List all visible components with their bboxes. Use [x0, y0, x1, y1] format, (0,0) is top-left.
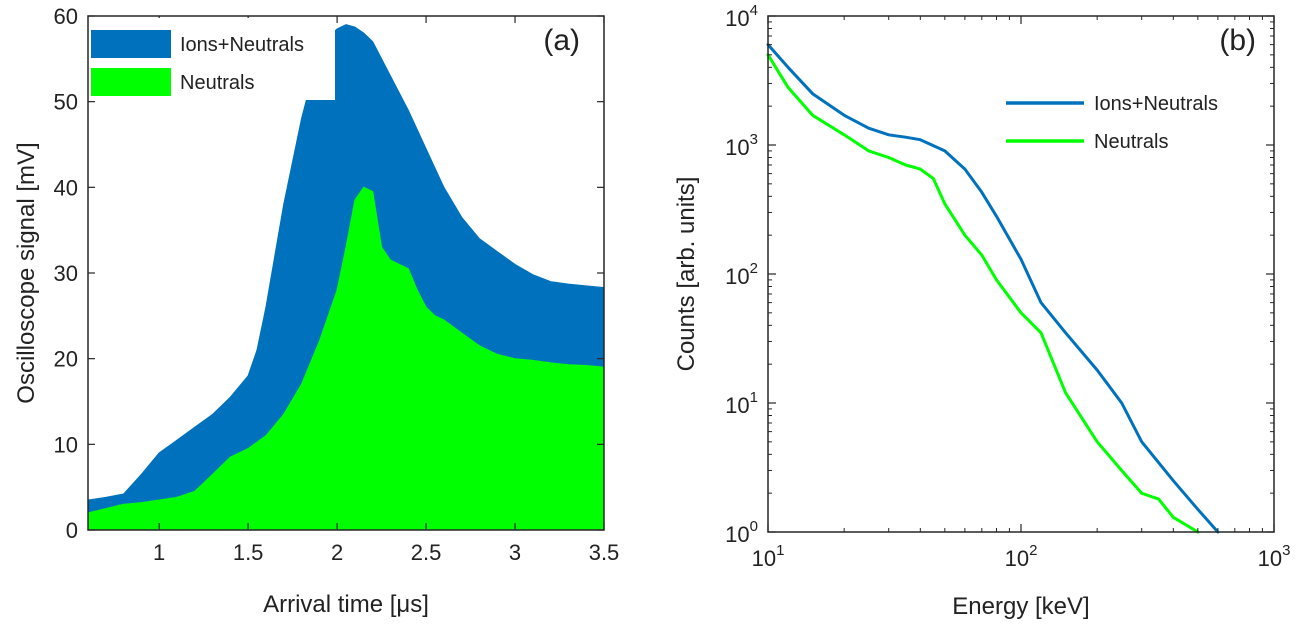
- panel-a-y-tick-label: 60: [54, 4, 78, 29]
- panel-a-legend: Ions+Neutrals Neutrals: [90, 18, 335, 100]
- panel-b-y-tick-label: 103: [725, 131, 758, 160]
- panel-a-y-tick-label: 10: [54, 432, 78, 457]
- panel-a-x-tick-label: 2: [331, 540, 343, 565]
- panel-a-y-tick-label: 30: [54, 261, 78, 286]
- panel-a-x-tick-label: 1.5: [233, 540, 264, 565]
- panel-a-x-tick-label: 3.5: [589, 540, 620, 565]
- panel-b-x-tick-label: 102: [1005, 542, 1038, 571]
- panel-a-x-tick-label: 3: [509, 540, 521, 565]
- panel-a-y-axis-label: Oscilloscope signal [mV]: [13, 142, 40, 403]
- panel-a-ticks: 1 1.5 2 2.5 3 3.5 0 10 20 30 40 50 60: [54, 4, 620, 565]
- panel-b-label: (b): [1219, 24, 1256, 57]
- panel-a-series-area-1: [87, 186, 605, 531]
- panel-b-x-axis-label: Energy [keV]: [952, 593, 1089, 620]
- panel-b-y-axis-label: Counts [arb. units]: [673, 177, 700, 372]
- panel-b-y-tick-label: 102: [725, 260, 758, 289]
- panel-a-y-tick-label: 40: [54, 175, 78, 200]
- panel-a-plot-area: [87, 24, 605, 531]
- panel-a-label: (a): [543, 24, 580, 57]
- panel-b-series-line-0: [766, 43, 1220, 534]
- panel-b-x-tick-label: 101: [752, 542, 785, 571]
- panel-a-y-tick-label: 0: [66, 518, 78, 543]
- panel-b-legend-label: Ions+Neutrals: [1094, 93, 1218, 115]
- panel-b-frame: [767, 15, 1275, 533]
- panel-b-series-line-1: [766, 53, 1200, 534]
- panel-a-legend-swatch: [91, 68, 171, 96]
- panel-a-y-tick-label: 20: [54, 347, 78, 372]
- panel-b-legend-label: Neutrals: [1094, 131, 1168, 153]
- panel-b-x-tick-label: 103: [1258, 542, 1291, 571]
- panel-a-x-tick-label: 2.5: [411, 540, 442, 565]
- panel-a-legend-label: Neutrals: [180, 72, 254, 94]
- panel-a-x-axis-label: Arrival time [μs]: [263, 591, 429, 618]
- panel-a-x-tick-label: 1: [153, 540, 165, 565]
- panel-b-y-tick-label: 101: [725, 389, 758, 418]
- panel-a-legend-swatch: [91, 30, 171, 58]
- panel-b-y-tick-label: 104: [725, 2, 758, 31]
- panel-b-plot-area: [766, 43, 1220, 534]
- panel-a-legend-label: Ions+Neutrals: [180, 34, 304, 56]
- panel-b-legend: Ions+Neutrals Neutrals: [1006, 93, 1218, 153]
- panel-a-y-tick-label: 50: [54, 90, 78, 115]
- panel-a: 1 1.5 2 2.5 3 3.5 0 10 20 30 40 50 60 (a) Ions+Neutr…: [13, 4, 619, 618]
- panel-a-frame: [87, 15, 605, 531]
- panel-b-y-tick-label: 100: [725, 518, 758, 547]
